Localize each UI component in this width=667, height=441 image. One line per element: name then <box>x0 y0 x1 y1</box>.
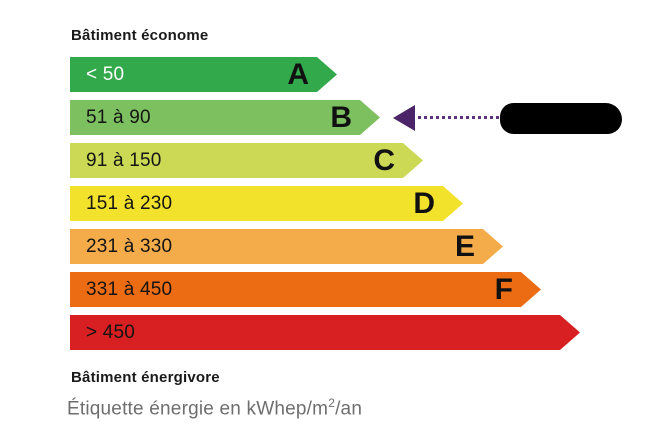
energy-band-F: 331 à 450 F <box>70 272 541 307</box>
band-letter: F <box>494 273 513 306</box>
band-letter: B <box>330 101 352 134</box>
caption-suffix: /an <box>335 398 363 420</box>
band-letter: C <box>373 144 395 177</box>
energy-band-A: < 50 A <box>70 57 337 92</box>
band-range-label: > 450 <box>86 322 136 343</box>
dotted-connector-line <box>418 115 499 119</box>
band-range-label: < 50 <box>86 64 125 85</box>
band-range-label: 331 à 450 <box>86 279 173 300</box>
energy-band-G: > 450 <box>70 315 580 350</box>
energy-bars: < 50 A 51 à 90 B 91 à 150 C 151 à 230 D 231 à 33… <box>70 57 610 351</box>
band-range-label: 51 à 90 <box>86 107 151 128</box>
band-letter: A <box>287 58 309 91</box>
caption-prefix: Étiquette énergie en kWhep/m <box>67 398 329 420</box>
caption-superscript: 2 <box>328 396 336 410</box>
band-range-label: 151 à 230 <box>86 193 173 214</box>
economical-building-label: Bâtiment économe <box>71 27 209 44</box>
band-letter: E <box>454 230 475 263</box>
energy-intensive-building-label: Bâtiment énergivore <box>71 369 220 386</box>
energy-band-D: 151 à 230 D <box>70 186 463 221</box>
rating-pointer-icon <box>393 104 415 131</box>
energy-band-C: 91 à 150 C <box>70 143 423 178</box>
chart-caption: Étiquette énergie en kWhep/m2/an <box>67 396 362 420</box>
energy-band-B: 51 à 90 B <box>70 100 380 135</box>
band-letter: D <box>413 187 435 220</box>
band-range-label: 91 à 150 <box>86 150 162 171</box>
band-range-label: 231 à 330 <box>86 236 173 257</box>
energy-band-E: 231 à 330 E <box>70 229 503 264</box>
redacted-value-blob <box>500 102 622 134</box>
